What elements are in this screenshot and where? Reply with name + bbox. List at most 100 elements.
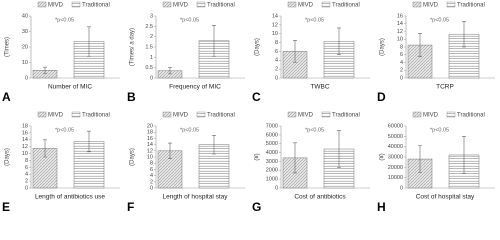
- y-tick-label: 10: [397, 37, 403, 43]
- error-bar: [212, 25, 216, 57]
- y-tick-label: 20: [147, 123, 153, 129]
- y-tick-label: 0: [150, 185, 153, 191]
- y-tick-label: 6: [25, 165, 28, 171]
- legend-label: MIVD: [48, 2, 64, 8]
- y-axis-label: (Days): [380, 38, 386, 56]
- annotation: *p<0.05: [55, 127, 74, 133]
- legend-swatch: [287, 1, 297, 8]
- error-bar: [462, 21, 466, 48]
- legend-label: Traditional: [207, 2, 235, 8]
- error-bar: [168, 67, 172, 75]
- legend-label: MIVD: [173, 112, 189, 118]
- y-tick-label: 1.5: [145, 44, 153, 50]
- y-tick-label: 4: [400, 60, 403, 66]
- y-tick-label: 2: [25, 179, 28, 185]
- x-axis-label: TWBC: [310, 84, 329, 91]
- y-axis-label: (Days): [130, 148, 136, 166]
- y-tick-label: 12: [272, 22, 278, 28]
- legend-label: Traditional: [332, 112, 360, 118]
- y-tick-label: 2.5: [145, 24, 153, 30]
- panel-letter: C: [252, 90, 261, 104]
- error-bar: [43, 66, 47, 74]
- error-bar: [87, 26, 91, 57]
- y-axis-label: (Times/ a day): [130, 28, 136, 66]
- x-axis-label: Cost of hospital stay: [416, 194, 475, 201]
- y-tick-label: 0: [275, 75, 278, 81]
- y-tick-label: 2: [275, 67, 278, 73]
- y-tick-label: 16: [397, 13, 403, 19]
- y-tick-label: 8: [400, 44, 403, 50]
- y-tick-label: 3000: [266, 159, 278, 165]
- legend-swatch: [71, 111, 81, 118]
- annotation: *p<0.05: [430, 17, 449, 23]
- x-axis-label: Length of antibiotics use: [35, 194, 105, 201]
- panel-letter: A: [2, 90, 11, 104]
- legend-label: Traditional: [457, 112, 485, 118]
- legend-swatch: [446, 1, 456, 8]
- y-tick-label: 1000: [266, 177, 278, 183]
- error-bar: [418, 145, 422, 173]
- y-tick-label: 8: [25, 158, 28, 164]
- y-tick-label: 14: [22, 137, 28, 143]
- legend-label: Traditional: [82, 2, 110, 8]
- annotation: *p<0.05: [305, 17, 324, 23]
- legend-label: MIVD: [298, 2, 314, 8]
- y-tick-label: 6: [150, 167, 153, 173]
- y-tick-label: 0: [25, 185, 28, 191]
- y-tick-label: 30: [22, 29, 28, 35]
- y-tick-label: 2: [150, 34, 153, 40]
- legend-label: Traditional: [457, 2, 485, 8]
- y-tick-label: 16: [147, 136, 153, 142]
- annotation: *p<0.05: [180, 127, 199, 133]
- panel-letter: G: [252, 200, 261, 214]
- x-axis-label: TCRP: [436, 84, 454, 91]
- panel-letter: F: [127, 200, 134, 214]
- y-axis-label: (Times): [5, 37, 11, 57]
- y-tick-label: 4000: [266, 150, 278, 156]
- error-bar: [87, 130, 91, 153]
- legend-label: MIVD: [423, 2, 439, 8]
- legend-label: MIVD: [48, 112, 64, 118]
- error-bar: [337, 130, 341, 168]
- legend-swatch: [162, 1, 172, 8]
- x-axis-label: Frequency of MIC: [169, 84, 221, 91]
- y-tick-label: 12: [147, 148, 153, 154]
- y-tick-label: 2000: [266, 168, 278, 174]
- y-tick-label: 8: [150, 161, 153, 167]
- y-tick-label: 0: [150, 75, 153, 81]
- y-axis-label: (¥): [255, 153, 261, 160]
- y-tick-label: 14: [272, 13, 278, 19]
- error-bar: [43, 139, 47, 158]
- panel-letter: D: [377, 90, 386, 104]
- y-tick-label: 7000: [266, 123, 278, 129]
- error-bar: [462, 136, 466, 174]
- legend-swatch: [162, 111, 172, 118]
- y-tick-label: 30000: [388, 154, 403, 160]
- legend-label: MIVD: [298, 112, 314, 118]
- x-axis-label: Number of MIC: [48, 84, 92, 91]
- y-tick-label: 10: [22, 151, 28, 157]
- legend-label: Traditional: [332, 2, 360, 8]
- y-tick-label: 14: [147, 142, 153, 148]
- legend-swatch: [37, 1, 47, 8]
- panel-letter: E: [2, 200, 10, 214]
- legend-swatch: [37, 111, 47, 118]
- error-bar: [337, 27, 341, 55]
- y-tick-label: 6: [275, 49, 278, 55]
- legend-swatch: [71, 1, 81, 8]
- y-axis-label: (¥): [380, 153, 386, 160]
- legend-swatch: [196, 1, 206, 8]
- legend-swatch: [446, 111, 456, 118]
- y-tick-label: 10000: [388, 175, 403, 181]
- y-axis-label: (Days): [255, 38, 261, 56]
- legend-swatch: [196, 111, 206, 118]
- y-tick-label: 4: [150, 173, 153, 179]
- x-axis-label: Length of hospital stay: [162, 194, 228, 201]
- legend-swatch: [287, 111, 297, 118]
- legend-label: Traditional: [82, 112, 110, 118]
- y-tick-label: 4: [275, 58, 278, 64]
- y-tick-label: 18: [22, 123, 28, 129]
- y-tick-label: 12: [397, 29, 403, 35]
- error-bar: [293, 40, 297, 63]
- legend-swatch: [412, 111, 422, 118]
